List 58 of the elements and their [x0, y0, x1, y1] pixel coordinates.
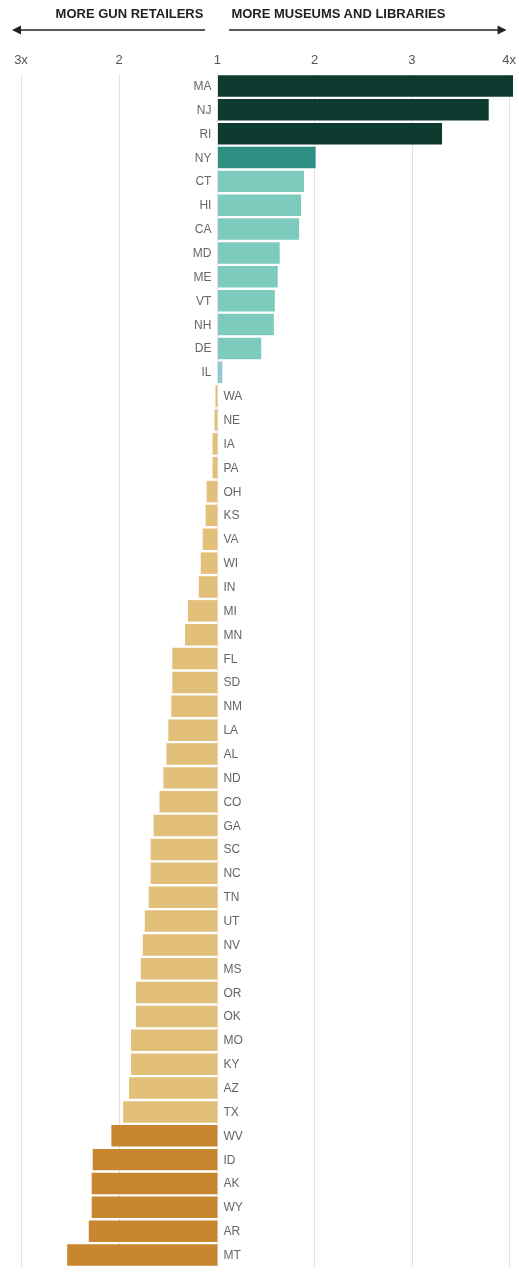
x-tick-label: 3x — [14, 52, 29, 67]
y-tick-label: MD — [192, 245, 212, 260]
y-tick-label: ID — [223, 1152, 236, 1167]
y-tick-label: MI — [223, 603, 237, 618]
y-tick-label: MN — [223, 627, 243, 642]
y-tick-label: TX — [223, 1104, 239, 1119]
y-tick-label: IA — [223, 436, 235, 451]
y-tick-label: FL — [223, 651, 238, 666]
y-tick-label: KS — [223, 508, 240, 523]
y-tick-label: SD — [223, 675, 241, 690]
y-tick-label: OR — [223, 985, 242, 1000]
y-tick-label: AK — [223, 1176, 240, 1191]
text: MORE GUN RETAILERS — [55, 6, 204, 21]
y-tick-label: LA — [223, 723, 239, 738]
y-tick-label: NC — [223, 866, 242, 881]
y-tick-label: WV — [223, 1128, 243, 1143]
y-tick-label: VT — [196, 293, 213, 308]
y-tick-label: AL — [223, 747, 239, 762]
y-tick-label: IL — [201, 365, 212, 380]
y-tick-label: VA — [223, 532, 239, 547]
y-tick-label: RI — [199, 126, 212, 141]
y-tick-label: PA — [223, 460, 239, 475]
y-tick-label: OK — [223, 1009, 241, 1024]
y-tick-label: OH — [223, 484, 242, 499]
y-tick-label: NJ — [196, 102, 212, 117]
y-tick-label: TN — [223, 890, 240, 905]
x-tick-label: 2 — [311, 52, 319, 67]
x-tick-label: 1 — [213, 52, 222, 67]
y-tick-label: NV — [223, 937, 241, 952]
y-tick-label: CT — [195, 174, 213, 189]
y-tick-label: KY — [223, 1057, 240, 1072]
x-tick-label: 2 — [115, 52, 123, 67]
y-tick-label: CA — [194, 222, 212, 237]
y-tick-label: NM — [223, 699, 243, 714]
y-tick-label: NH — [194, 317, 212, 332]
y-tick-label: MT — [223, 1248, 242, 1263]
y-tick-label: HI — [199, 198, 212, 213]
y-tick-label: AR — [223, 1224, 241, 1239]
y-tick-label: MO — [223, 1033, 243, 1048]
y-tick-label: MA — [193, 78, 212, 93]
x-tick-label: 4x — [502, 52, 517, 67]
y-tick-label: ME — [193, 269, 212, 284]
y-tick-label: IN — [223, 579, 236, 594]
y-tick-label: AZ — [223, 1081, 239, 1096]
x-tick-label: 3 — [408, 52, 416, 67]
y-tick-label: NE — [223, 412, 241, 427]
y-tick-label: WY — [223, 1200, 243, 1215]
y-tick-label: DE — [194, 341, 212, 356]
y-tick-label: GA — [223, 818, 241, 833]
y-tick-label: WI — [223, 556, 239, 571]
y-tick-label: SC — [223, 842, 241, 857]
y-tick-label: UT — [223, 914, 241, 929]
y-tick-label: CO — [223, 794, 242, 809]
y-tick-label: ND — [223, 770, 242, 785]
y-tick-label: MS — [223, 961, 242, 976]
text: MORE MUSEUMS AND LIBRARIES — [231, 6, 446, 21]
y-tick-label: NY — [194, 150, 212, 165]
y-tick-label: WA — [223, 389, 243, 404]
